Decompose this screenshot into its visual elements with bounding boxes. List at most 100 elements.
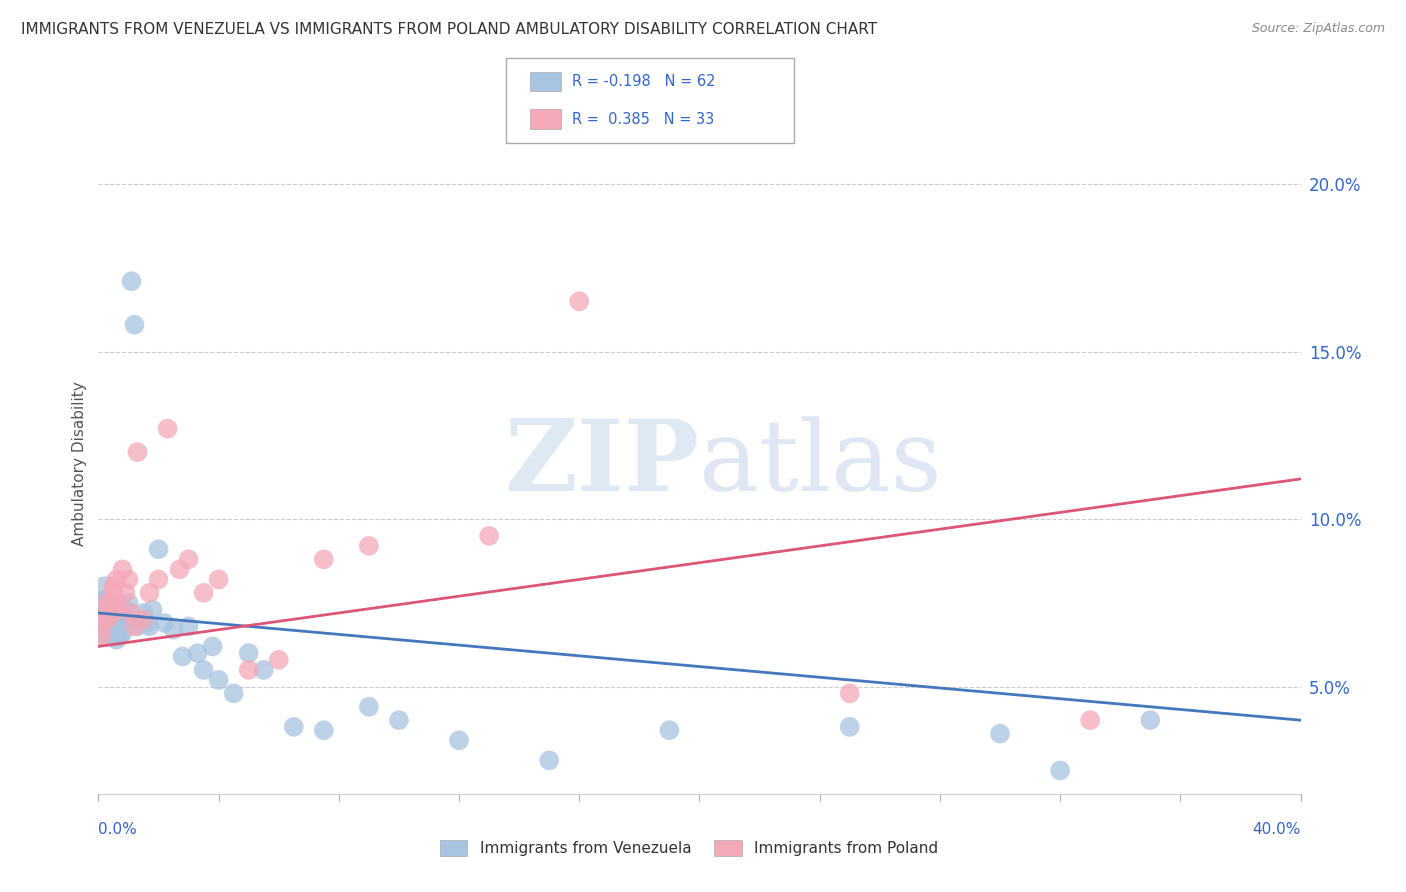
Point (658, 723, 681, 738)
Point (127, 445, 149, 459)
Point (253, 663, 276, 677)
Point (105, 619, 128, 633)
Point (117, 596, 139, 610)
Point (238, 663, 260, 677)
Text: 40.0%: 40.0% (1253, 822, 1301, 837)
Point (111, 626, 134, 640)
Point (105, 613, 128, 627)
Point (96, 613, 118, 627)
Point (93, 619, 115, 633)
Point (100, 623, 122, 637)
Point (238, 646, 260, 660)
Point (114, 602, 136, 616)
Point (148, 573, 170, 587)
Point (988, 726, 1011, 740)
Point (93, 606, 115, 620)
Point (93, 592, 115, 607)
Point (538, 753, 561, 767)
Point (222, 686, 245, 700)
Point (132, 613, 155, 627)
Point (103, 586, 125, 600)
Point (169, 562, 191, 576)
Point (1139, 713, 1161, 727)
Point (100, 599, 122, 614)
Point (135, 615, 157, 630)
Point (93, 579, 115, 593)
Point (108, 602, 131, 616)
Point (114, 615, 136, 630)
Point (108, 619, 131, 633)
Point (1078, 713, 1101, 727)
Point (105, 573, 128, 587)
Point (187, 646, 209, 660)
Point (388, 713, 411, 727)
Point (148, 542, 170, 557)
Y-axis label: Ambulatory Disability: Ambulatory Disability (72, 382, 87, 546)
Point (111, 562, 134, 576)
Point (121, 606, 143, 620)
Point (1049, 764, 1071, 778)
Point (96, 602, 118, 616)
Point (111, 613, 134, 627)
Point (124, 619, 146, 633)
Point (129, 613, 152, 627)
Point (138, 619, 160, 633)
Point (96, 615, 118, 630)
Point (127, 619, 149, 633)
Point (103, 602, 125, 616)
Point (312, 552, 335, 566)
Point (103, 615, 125, 630)
Text: atlas: atlas (699, 416, 942, 512)
Point (103, 629, 125, 643)
Point (90, 619, 112, 633)
Point (103, 613, 125, 627)
Point (96, 609, 118, 624)
Text: R = -0.198   N = 62: R = -0.198 N = 62 (572, 74, 716, 89)
Point (177, 552, 200, 566)
Point (108, 606, 131, 620)
Point (267, 653, 290, 667)
Point (96, 596, 118, 610)
Point (121, 274, 143, 288)
Point (156, 422, 179, 436)
Point (208, 673, 231, 687)
Point (138, 586, 160, 600)
Point (114, 586, 136, 600)
Point (357, 539, 380, 553)
Point (90, 613, 112, 627)
Point (838, 720, 860, 734)
Text: R =  0.385   N = 33: R = 0.385 N = 33 (572, 112, 714, 127)
Point (90, 629, 112, 643)
Point (103, 579, 125, 593)
Point (172, 649, 194, 664)
Point (105, 632, 128, 647)
Point (447, 733, 470, 747)
Point (100, 606, 122, 620)
Point (93, 602, 115, 616)
Point (838, 686, 860, 700)
Point (100, 606, 122, 620)
Point (201, 640, 224, 654)
Point (103, 609, 125, 624)
Point (124, 318, 146, 332)
Point (141, 602, 163, 616)
Point (568, 294, 591, 309)
Text: Source: ZipAtlas.com: Source: ZipAtlas.com (1251, 22, 1385, 36)
Point (90, 596, 112, 610)
Point (208, 573, 231, 587)
Point (177, 619, 200, 633)
Point (100, 619, 122, 633)
Point (193, 586, 215, 600)
Point (105, 596, 128, 610)
Point (478, 529, 501, 543)
Point (283, 720, 305, 734)
Point (193, 663, 215, 677)
Point (132, 606, 155, 620)
Point (162, 623, 184, 637)
Point (312, 723, 335, 738)
Point (153, 615, 176, 630)
Point (108, 629, 131, 643)
Text: 0.0%: 0.0% (98, 822, 138, 837)
Point (117, 573, 139, 587)
Text: ZIP: ZIP (505, 416, 699, 512)
